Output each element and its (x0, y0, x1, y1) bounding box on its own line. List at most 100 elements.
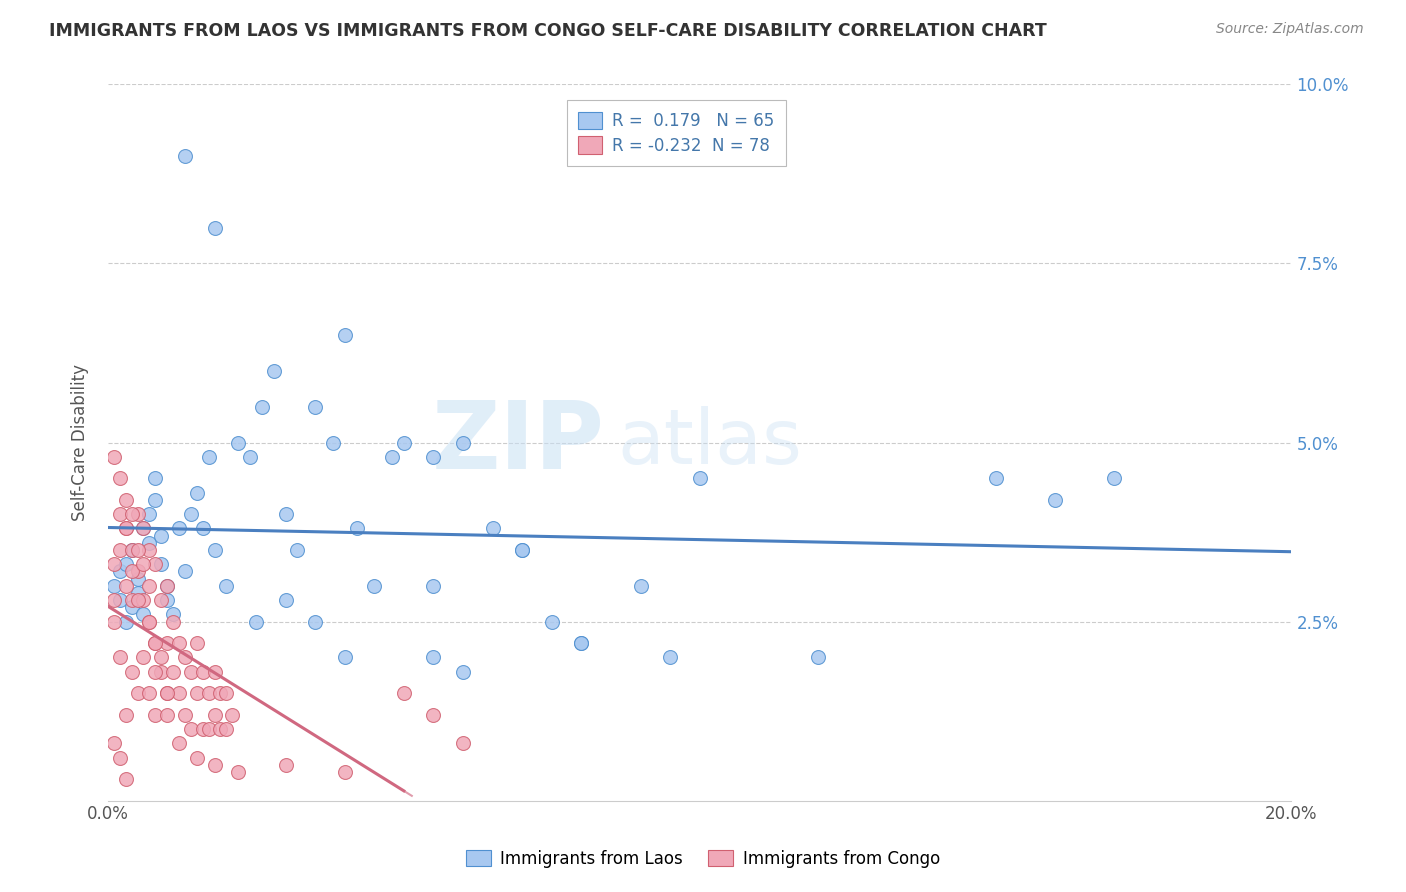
Point (103, 615, 125, 629)
Point (121, 600, 143, 615)
Point (215, 579, 238, 593)
Point (422, 579, 444, 593)
Point (108, 650, 131, 665)
Point (197, 686, 219, 700)
Point (245, 615, 267, 629)
Point (108, 750, 131, 764)
Point (150, 593, 173, 607)
Point (186, 485, 208, 500)
Point (274, 507, 297, 521)
Point (114, 615, 136, 629)
Point (132, 521, 155, 535)
Point (186, 686, 208, 700)
Point (191, 521, 214, 535)
Point (156, 579, 179, 593)
Point (422, 450, 444, 464)
Point (121, 565, 143, 579)
Point (204, 757, 226, 772)
Point (197, 450, 219, 464)
Point (186, 636, 208, 650)
Point (132, 650, 155, 665)
Text: Source: ZipAtlas.com: Source: ZipAtlas.com (1216, 22, 1364, 37)
Point (138, 579, 160, 593)
Point (167, 736, 190, 750)
Point (156, 579, 179, 593)
Point (132, 558, 155, 572)
Point (132, 593, 155, 607)
Point (143, 665, 166, 679)
Point (191, 722, 214, 736)
Point (186, 750, 208, 764)
Point (108, 565, 131, 579)
Point (285, 543, 308, 558)
Point (121, 543, 143, 558)
Point (221, 707, 243, 722)
Point (103, 558, 125, 572)
Point (156, 707, 179, 722)
Point (807, 650, 830, 665)
Text: ZIP: ZIP (432, 397, 605, 489)
Point (156, 636, 179, 650)
Point (239, 450, 262, 464)
Point (174, 149, 197, 163)
Point (132, 521, 155, 535)
Point (103, 736, 125, 750)
Point (138, 615, 160, 629)
Point (174, 707, 197, 722)
Point (333, 328, 356, 343)
Point (451, 435, 474, 450)
Point (1102, 471, 1125, 485)
Point (114, 558, 136, 572)
Point (114, 707, 136, 722)
Point (392, 686, 415, 700)
Point (630, 579, 652, 593)
Point (108, 593, 131, 607)
Point (127, 686, 149, 700)
Point (197, 722, 219, 736)
Point (138, 507, 160, 521)
Point (127, 565, 149, 579)
Point (127, 507, 149, 521)
Point (167, 686, 190, 700)
Point (174, 565, 197, 579)
Legend: Immigrants from Laos, Immigrants from Congo: Immigrants from Laos, Immigrants from Co… (458, 844, 948, 875)
Point (156, 686, 179, 700)
Point (127, 593, 149, 607)
Point (209, 722, 232, 736)
Point (162, 615, 184, 629)
Point (180, 507, 202, 521)
Point (143, 636, 166, 650)
Point (204, 665, 226, 679)
Point (322, 435, 344, 450)
Point (689, 471, 711, 485)
Point (540, 615, 562, 629)
Point (451, 736, 474, 750)
Point (103, 593, 125, 607)
Y-axis label: Self-Care Disability: Self-Care Disability (72, 364, 89, 521)
Point (1043, 492, 1066, 507)
Point (333, 764, 356, 779)
Point (114, 492, 136, 507)
Point (143, 471, 166, 485)
Point (103, 579, 125, 593)
Point (659, 650, 682, 665)
Point (114, 772, 136, 786)
Point (108, 507, 131, 521)
Point (392, 435, 415, 450)
Point (180, 722, 202, 736)
Point (121, 543, 143, 558)
Point (138, 536, 160, 550)
Point (333, 650, 356, 665)
Point (138, 686, 160, 700)
Point (363, 579, 385, 593)
Point (274, 757, 297, 772)
Point (274, 593, 297, 607)
Point (150, 558, 173, 572)
Point (143, 492, 166, 507)
Point (510, 543, 533, 558)
Point (162, 607, 184, 622)
Point (481, 521, 503, 535)
Point (114, 521, 136, 535)
Point (204, 543, 226, 558)
Text: atlas: atlas (617, 406, 801, 480)
